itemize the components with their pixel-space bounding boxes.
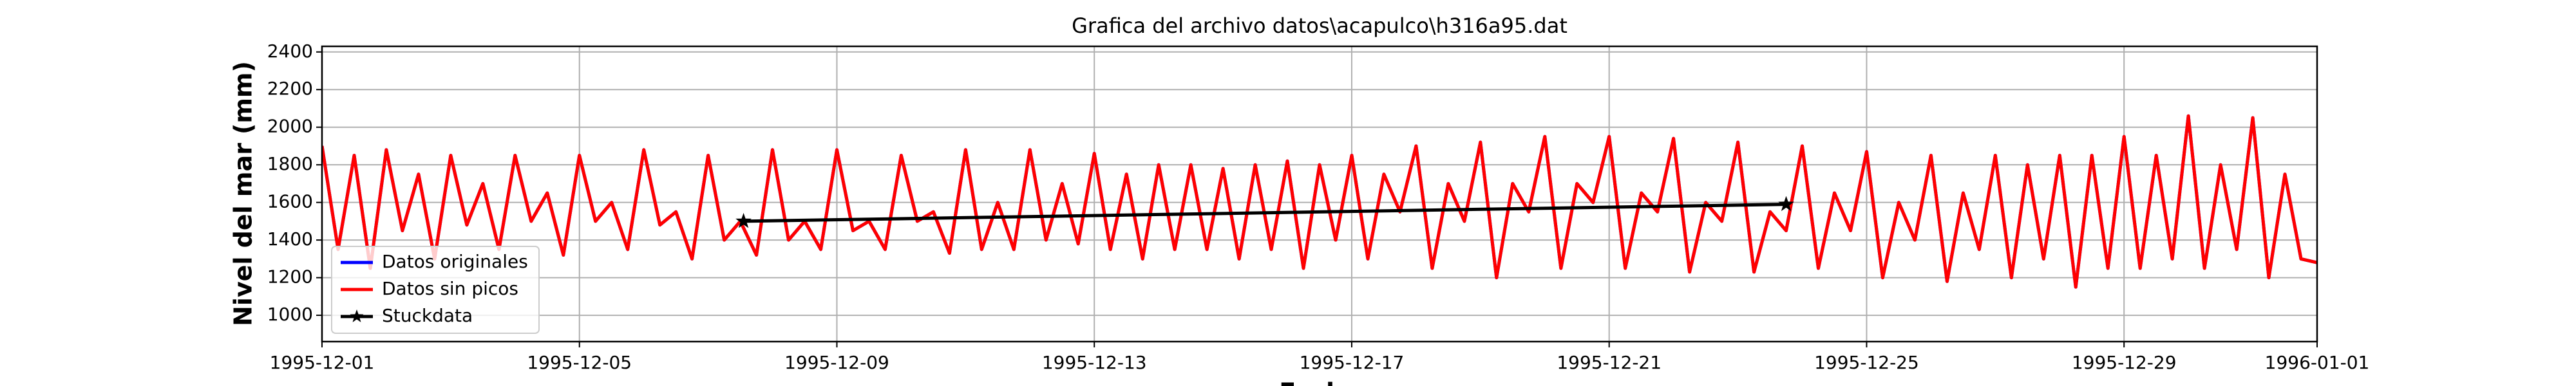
x-tick-label: 1996-01-01 xyxy=(2265,352,2370,373)
y-tick-label: 2200 xyxy=(267,78,313,99)
x-tick-label: 1995-12-29 xyxy=(2072,352,2177,373)
legend-marker xyxy=(350,309,364,322)
series-line xyxy=(322,114,2317,289)
y-tick-label: 1600 xyxy=(267,191,313,212)
y-tick-label: 1200 xyxy=(267,266,313,288)
chart-title: Grafica del archivo datos\acapulco\h316a… xyxy=(1072,14,1567,38)
x-tick-label: 1995-12-09 xyxy=(784,352,889,373)
x-tick-label: 1995-12-17 xyxy=(1300,352,1405,373)
x-tick-label: 1995-12-21 xyxy=(1557,352,1662,373)
star-marker xyxy=(1778,196,1794,212)
x-tick-label: 1995-12-13 xyxy=(1042,352,1147,373)
legend-box xyxy=(331,246,540,334)
legend-label: Datos originales xyxy=(382,251,528,272)
axes-frame xyxy=(321,45,2318,343)
x-tick-label: 1995-12-05 xyxy=(527,352,632,373)
grid xyxy=(321,46,2318,342)
series-line xyxy=(322,114,2317,289)
x-tick-label: 1995-12-01 xyxy=(270,352,375,373)
y-tick-label: 2000 xyxy=(267,116,313,137)
y-tick-label: 2400 xyxy=(267,41,313,62)
axes: 1000 1200 1400 1600 1800 2000 2200 2400 1995-12-… xyxy=(267,41,2370,373)
x-tick-label: 1995-12-25 xyxy=(1814,352,1919,373)
y-axis-label: Nivel del mar (mm) xyxy=(229,61,258,326)
series-line xyxy=(743,203,1786,223)
legend-label: Datos sin picos xyxy=(382,278,518,299)
plot-area xyxy=(322,114,2317,289)
y-tick-label: 1400 xyxy=(267,228,313,250)
y-tick-label: 1000 xyxy=(267,304,313,325)
y-tick-label: 1800 xyxy=(267,153,313,174)
legend: Datos originales Datos sin picos Stuckdata xyxy=(331,246,540,334)
star-marker xyxy=(735,212,752,228)
x-axis-label: Fecha xyxy=(1279,378,1359,386)
legend-label: Stuckdata xyxy=(382,305,473,326)
